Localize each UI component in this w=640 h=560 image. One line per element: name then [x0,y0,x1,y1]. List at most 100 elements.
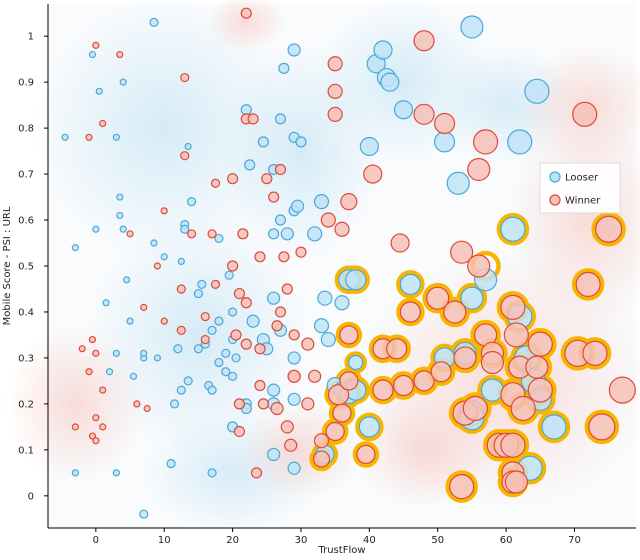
data-point-winner [85,368,93,376]
data-point-looser [358,416,380,438]
data-point-looser [348,354,364,371]
data-point-looser [274,214,287,226]
data-point-winner [92,349,100,357]
data-point-looser [139,509,149,519]
x-axis-label: TrustFlow [317,545,365,556]
data-point-looser [184,142,192,151]
data-point-looser [267,447,281,462]
y-tick-label: 0 [28,491,34,502]
data-point-looser [116,193,124,201]
data-point-looser [126,317,134,325]
data-point-looser [153,354,161,362]
data-point-looser [307,226,323,242]
data-point-winner [210,279,221,289]
data-point-looser [267,383,281,397]
data-point-winner [327,384,350,406]
data-point-winner [254,379,266,392]
data-point-winner [588,413,616,441]
data-point-winner [261,173,273,185]
data-point-looser [268,228,280,240]
x-tick-label: 40 [363,535,376,546]
data-point-winner [449,474,475,500]
data-point-winner [71,423,79,431]
data-point-winner [500,294,526,320]
data-point-winner [254,343,266,355]
data-point-looser [541,414,567,440]
highlight-ring [591,211,626,247]
data-point-winner [295,246,307,258]
data-point-winner [92,437,100,445]
data-point-winner [116,50,124,59]
y-tick-label: 0.5 [18,262,34,273]
data-point-looser [221,348,231,358]
data-point-looser [183,376,193,386]
data-point-winner [92,41,100,49]
data-point-looser [186,197,197,207]
series-winner [71,7,636,500]
data-point-looser [345,269,367,291]
data-point-looser [214,357,224,368]
data-point-winner [85,133,93,141]
data-point-winner [176,284,186,294]
data-point-looser [246,314,260,328]
highlight-ring [445,470,478,503]
data-point-looser [173,344,183,354]
data-point-looser [460,286,484,310]
data-point-winner [334,221,350,237]
data-point-winner [200,311,210,322]
data-point-looser [244,159,256,171]
data-point-winner [227,173,239,185]
data-point-looser [112,349,120,357]
data-point-winner [356,444,376,465]
x-tick-label: 0 [93,535,99,546]
data-point-winner [430,361,452,383]
data-point-winner [443,300,467,324]
data-point-looser [228,371,238,381]
data-point-looser [287,351,301,365]
legend-marker-winner [549,194,561,206]
data-point-looser [399,273,421,295]
data-point-winner [339,325,359,345]
data-point-winner [301,397,315,411]
data-point-winner [270,401,284,416]
data-point-looser [228,307,238,317]
data-point-winner [207,229,217,239]
data-point-looser [524,78,550,104]
data-point-winner [143,404,151,413]
data-point-winner [92,414,100,422]
legend-label-winner: Winner [565,196,601,207]
data-point-looser [180,224,190,234]
data-point-looser [169,399,180,409]
data-point-winner [320,212,336,228]
data-point-winner [153,262,161,270]
data-point-winner [99,423,107,431]
data-point-looser [280,227,294,241]
data-point-looser [88,50,97,59]
data-point-winner [288,329,300,341]
data-point-winner [340,193,358,211]
data-point-winner [413,30,435,52]
data-point-winner [186,229,197,239]
data-point-winner [472,129,499,155]
data-point-looser [149,17,159,27]
data-point-winner [230,329,242,341]
x-tick-label: 30 [295,535,308,546]
data-point-looser [150,239,158,247]
data-point-winner [500,432,526,458]
data-point-winner [176,325,186,335]
data-point-winner [140,303,148,311]
data-point-looser [123,276,131,284]
y-tick-label: 0.3 [18,353,34,364]
x-tick-label: 10 [158,535,171,546]
data-point-winner [271,320,283,332]
data-point-looser [207,385,217,395]
data-point-winner [160,317,168,325]
highlight-ring [396,270,425,299]
highlight-layer [309,211,626,503]
highlight-ring [584,409,620,445]
data-point-winner [503,322,529,348]
data-point-looser [214,316,224,326]
data-point-looser [267,291,281,305]
data-point-winner [399,301,421,323]
